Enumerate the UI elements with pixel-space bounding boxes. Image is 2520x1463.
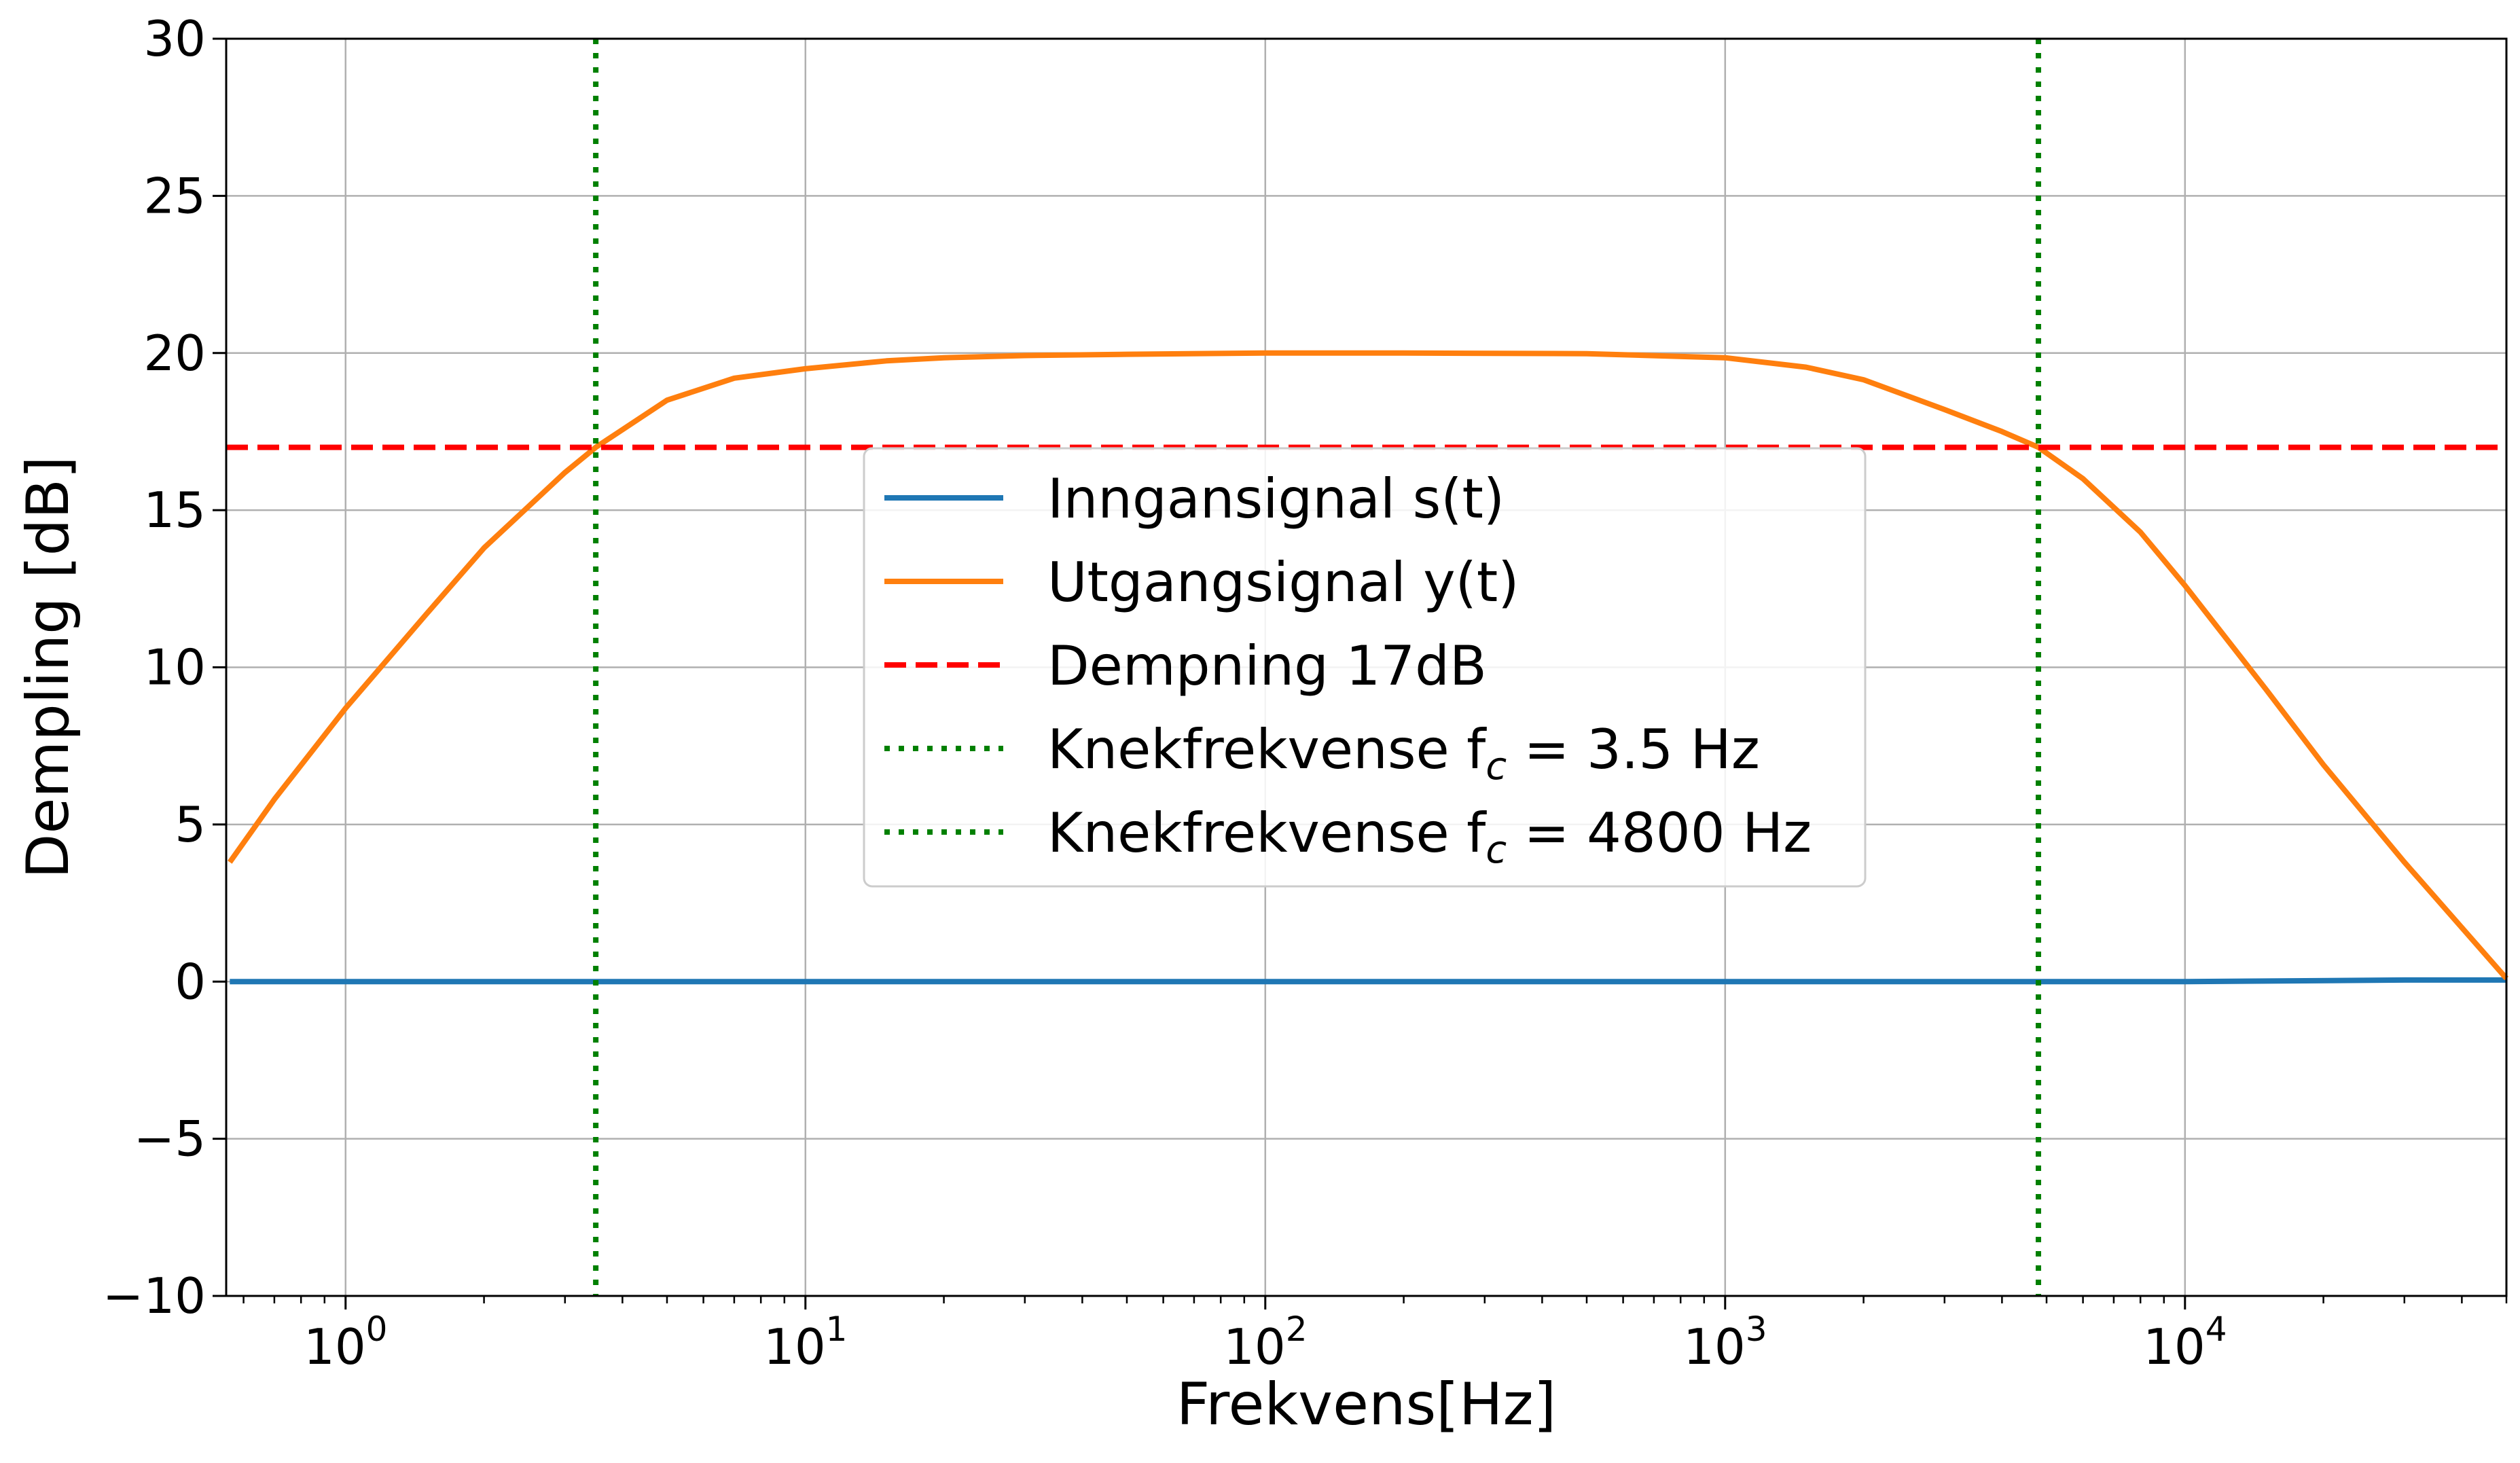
legend-label: Knekfrekvense fc = 4800 Hz: [1047, 801, 1812, 872]
legend-label: Knekfrekvense fc = 3.5 Hz: [1047, 718, 1760, 789]
x-tick-label: 103: [1683, 1310, 1767, 1375]
y-tick-label: 25: [143, 167, 206, 224]
y-tick-label: 5: [175, 796, 206, 853]
y-tick-label: −5: [134, 1110, 206, 1168]
y-tick-label: −10: [103, 1267, 206, 1324]
series-line-inngansignal: [230, 977, 2506, 985]
y-tick-label: 0: [175, 953, 206, 1010]
y-tick-label: 30: [143, 10, 206, 67]
series-line-utgangsignal: [228, 350, 2509, 981]
y-axis-label: Dempling [dB]: [14, 456, 82, 878]
legend-label: Utgangsignal y(t): [1047, 551, 1519, 614]
x-tick-label: 100: [304, 1310, 387, 1375]
y-tick-label: 15: [143, 482, 206, 539]
x-axis-label: Frekvens[Hz]: [1176, 1371, 1556, 1439]
legend-label: Dempning 17dB: [1047, 634, 1487, 698]
x-tick-label: 101: [763, 1310, 847, 1375]
legend-box: [863, 447, 1867, 888]
y-tick-label: 20: [143, 325, 206, 382]
legend-label: Inngansignal s(t): [1047, 467, 1505, 530]
legend: Inngansignal s(t) Utgangsignal y(t) Dempni…: [863, 447, 1867, 888]
x-tick-label: 104: [2143, 1310, 2227, 1375]
axis-ticks: −10 −5 0 5 10 15 20 25 30 100 101 102 103 104: [103, 10, 2508, 1375]
y-tick-label: 10: [143, 639, 206, 696]
x-tick-label: 102: [1223, 1310, 1307, 1375]
